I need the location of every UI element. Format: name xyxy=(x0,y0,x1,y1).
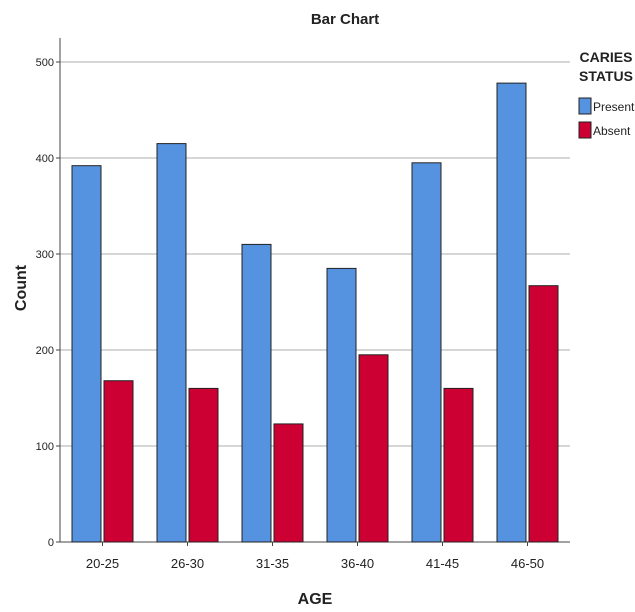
bar-present-20-25 xyxy=(72,166,101,542)
legend-title-line-2: STATUS xyxy=(579,68,633,84)
legend-label-present: Present xyxy=(593,100,635,114)
bar-present-26-30 xyxy=(157,144,186,542)
x-tick-label: 41-45 xyxy=(426,556,459,571)
legend-swatch-present xyxy=(579,98,591,114)
grid-lines xyxy=(60,62,570,446)
bar-absent-36-40 xyxy=(359,355,388,542)
y-axis-title: Count xyxy=(13,264,30,311)
legend: CARIES STATUS Present Absent xyxy=(579,49,635,138)
bar-absent-46-50 xyxy=(529,286,558,542)
bar-present-36-40 xyxy=(327,268,356,542)
y-tick-label: 200 xyxy=(36,345,54,357)
x-tick-label: 46-50 xyxy=(511,556,544,571)
y-tick-label: 400 xyxy=(36,153,54,165)
bar-absent-26-30 xyxy=(189,388,218,542)
y-tick-label: 300 xyxy=(36,249,54,261)
legend-swatch-absent xyxy=(579,122,591,138)
bar-present-41-45 xyxy=(412,163,441,542)
legend-label-absent: Absent xyxy=(593,124,631,138)
bar-absent-31-35 xyxy=(274,424,303,542)
x-tick-label: 36-40 xyxy=(341,556,374,571)
bar-present-31-35 xyxy=(242,244,271,542)
x-tick-label: 20-25 xyxy=(86,556,119,571)
y-tick-label: 500 xyxy=(36,57,54,69)
bar-present-46-50 xyxy=(497,83,526,542)
x-tick-label: 26-30 xyxy=(171,556,204,571)
y-tick-label: 100 xyxy=(36,441,54,453)
chart-title: Bar Chart xyxy=(311,11,379,28)
bar-absent-41-45 xyxy=(444,388,473,542)
y-tick-label: 0 xyxy=(48,537,54,549)
x-axis-title: AGE xyxy=(298,591,333,608)
bars xyxy=(72,83,558,542)
bar-absent-20-25 xyxy=(104,381,133,542)
legend-title-line-1: CARIES xyxy=(580,49,633,65)
x-tick-label: 31-35 xyxy=(256,556,289,571)
